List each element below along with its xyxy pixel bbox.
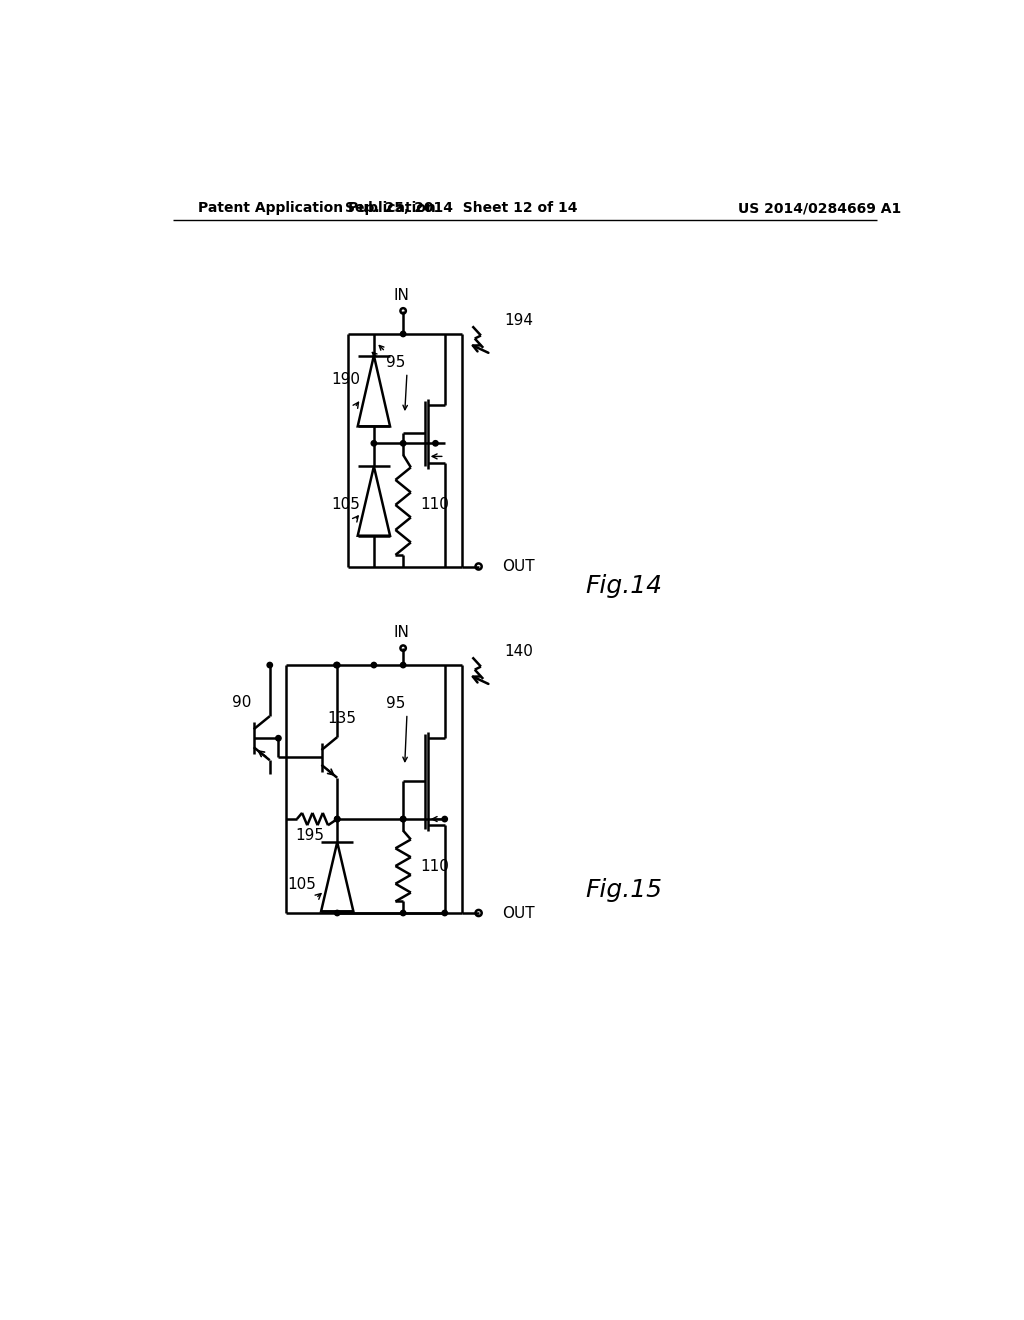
Text: Patent Application Publication: Patent Application Publication bbox=[199, 202, 436, 215]
Circle shape bbox=[335, 816, 340, 822]
Circle shape bbox=[400, 816, 406, 822]
Text: 105: 105 bbox=[332, 498, 360, 512]
Text: 140: 140 bbox=[504, 644, 532, 659]
Circle shape bbox=[400, 663, 406, 668]
Circle shape bbox=[335, 911, 340, 916]
Circle shape bbox=[400, 331, 406, 337]
Text: IN: IN bbox=[393, 626, 410, 640]
Text: OUT: OUT bbox=[502, 906, 535, 920]
Circle shape bbox=[275, 735, 282, 741]
Circle shape bbox=[371, 441, 377, 446]
Circle shape bbox=[371, 663, 377, 668]
Text: 135: 135 bbox=[328, 711, 356, 726]
Circle shape bbox=[400, 911, 406, 916]
Text: 110: 110 bbox=[420, 858, 449, 874]
Circle shape bbox=[442, 816, 447, 822]
Text: 95: 95 bbox=[386, 696, 406, 711]
Text: US 2014/0284669 A1: US 2014/0284669 A1 bbox=[738, 202, 901, 215]
Circle shape bbox=[400, 816, 406, 822]
Circle shape bbox=[442, 911, 447, 916]
Text: IN: IN bbox=[393, 288, 410, 304]
Circle shape bbox=[400, 441, 406, 446]
Text: Fig.15: Fig.15 bbox=[585, 878, 662, 902]
Text: 195: 195 bbox=[295, 829, 325, 843]
Text: 105: 105 bbox=[287, 876, 316, 892]
Circle shape bbox=[267, 663, 272, 668]
Text: 110: 110 bbox=[420, 498, 449, 512]
Circle shape bbox=[335, 816, 340, 822]
Text: 194: 194 bbox=[504, 313, 534, 327]
Circle shape bbox=[335, 663, 340, 668]
Text: 90: 90 bbox=[232, 694, 252, 710]
Text: Fig.14: Fig.14 bbox=[585, 574, 662, 598]
Text: OUT: OUT bbox=[502, 558, 535, 574]
Text: 190: 190 bbox=[332, 372, 360, 387]
Circle shape bbox=[433, 441, 438, 446]
Text: 95: 95 bbox=[386, 355, 406, 370]
Text: Sep. 25, 2014  Sheet 12 of 14: Sep. 25, 2014 Sheet 12 of 14 bbox=[345, 202, 578, 215]
Circle shape bbox=[334, 663, 339, 668]
